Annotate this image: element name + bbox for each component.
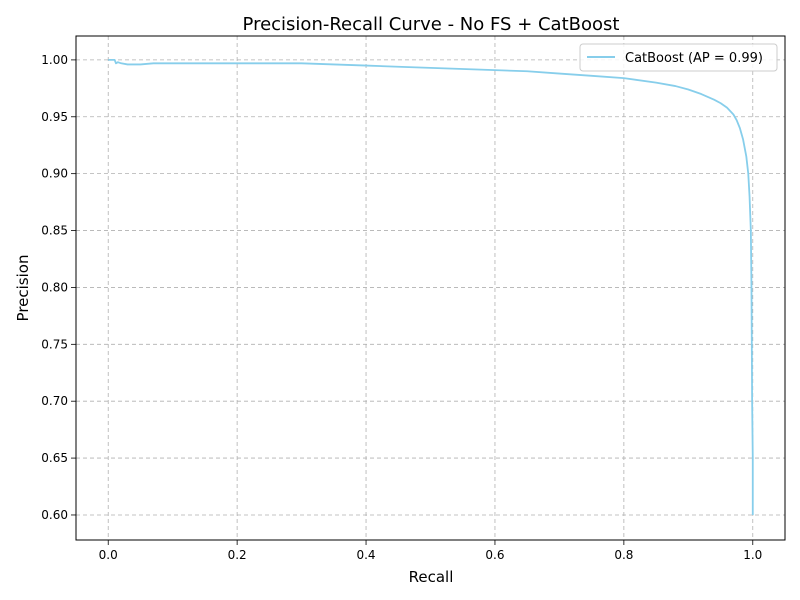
x-tick-label: 0.8 — [614, 548, 633, 562]
y-tick-label: 0.70 — [41, 394, 68, 408]
legend-box — [579, 43, 778, 72]
series-line-group — [108, 58, 754, 515]
y-tick-label: 0.65 — [41, 451, 68, 465]
y-tick-label: 0.80 — [41, 280, 68, 294]
y-tick-label: 0.95 — [41, 110, 68, 124]
x-tick-label: 0.0 — [99, 548, 118, 562]
x-tick-label: 1.0 — [743, 548, 762, 562]
legend: CatBoost (AP = 0.99) — [579, 43, 778, 72]
grid — [76, 36, 785, 540]
chart-title: Precision-Recall Curve - No FS + CatBoos… — [243, 14, 620, 35]
y-tick-label: 0.85 — [41, 224, 68, 238]
series-line — [108, 58, 754, 515]
x-tick-label: 0.2 — [228, 548, 247, 562]
y-tick-label: 0.75 — [41, 337, 68, 351]
x-tick-label: 0.6 — [485, 548, 504, 562]
plot-frame — [75, 35, 786, 541]
y-tick-label: 0.60 — [41, 508, 68, 522]
y-tick-label: 0.90 — [41, 167, 68, 181]
y-tick-label: 1.00 — [41, 53, 68, 67]
ticks: 0.0 0.2 0.4 0.6 0.8 1.0 0.60 0.65 0.70 0.75 0.80 0.… — [41, 53, 762, 562]
x-tick-label: 0.4 — [356, 548, 375, 562]
y-axis-label: Precision — [14, 255, 32, 322]
legend-label: CatBoost (AP = 0.99) — [625, 51, 763, 66]
x-axis-label: Recall — [409, 568, 454, 586]
